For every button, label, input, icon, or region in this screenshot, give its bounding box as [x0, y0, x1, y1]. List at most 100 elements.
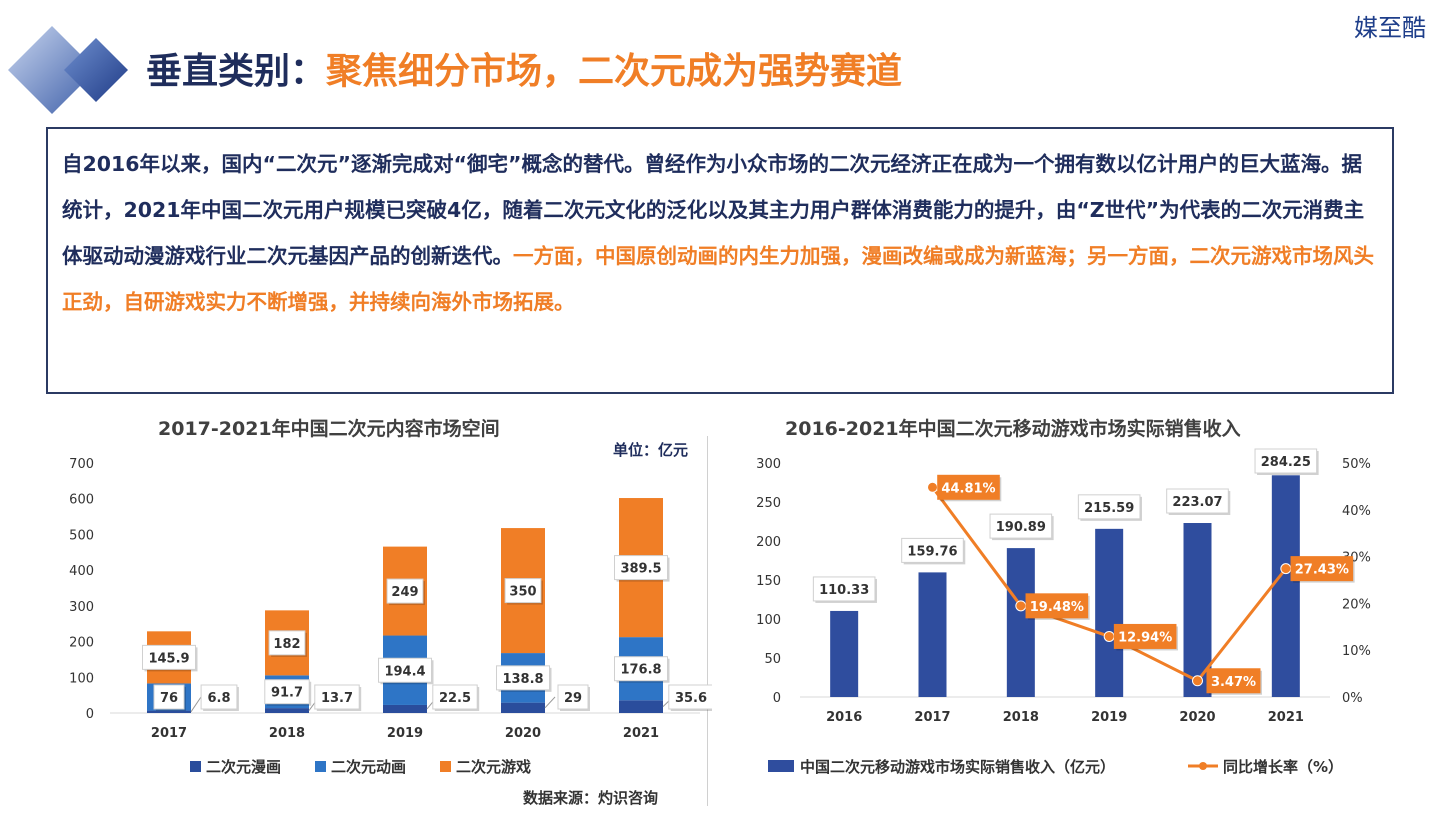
x-tick-label: 2020 [505, 726, 541, 741]
data-label-box [314, 684, 360, 710]
growth-label: 27.43% [1295, 563, 1349, 578]
bar-value-label-box [901, 537, 964, 563]
bar [1006, 548, 1035, 697]
data-label-box [153, 684, 185, 710]
data-label-box [200, 684, 238, 710]
y-tick-label: 100 [69, 671, 94, 686]
data-label: 22.5 [439, 691, 471, 706]
bar-value-label: 110.33 [819, 583, 869, 598]
y-tick-label: 100 [756, 613, 781, 628]
legend-swatch-dot [1199, 762, 1207, 770]
data-label-box [432, 684, 478, 710]
x-tick-label: 2019 [1091, 710, 1127, 725]
data-label-box [668, 684, 712, 710]
y-tick-label: 250 [756, 496, 781, 511]
title-prefix: 垂直类别： [146, 51, 327, 92]
intro-text-accent: 一方面，中国原创动画的内生力加强，漫画改编或成为新蓝海；另一方面，二次元游戏市场… [62, 244, 1374, 314]
y2-tick-label: 20% [1342, 597, 1371, 612]
data-label-box [504, 578, 542, 604]
y-tick-label: 300 [69, 600, 94, 615]
x-tick-label: 2017 [914, 710, 950, 725]
page-title: 垂直类别：聚焦细分市场，二次元成为强势赛道 [146, 42, 902, 94]
x-tick-label: 2020 [1179, 710, 1215, 725]
data-label-box [557, 684, 589, 710]
y-tick-label: 150 [756, 574, 781, 589]
bar-value-label: 190.89 [996, 520, 1046, 535]
bar-value-label-box [812, 576, 876, 602]
bar-value-label: 284.25 [1261, 455, 1311, 470]
intro-paragraph: 自2016年以来，国内“二次元”逐渐完成对“御宅”概念的替代。曾经作为小众市场的… [62, 141, 1378, 325]
y2-tick-label: 50% [1342, 457, 1371, 472]
x-tick-label: 2021 [623, 726, 659, 741]
growth-label-box [1290, 556, 1354, 582]
unit-label: 单位：亿元 [613, 441, 688, 459]
data-label: 194.4 [384, 664, 425, 679]
bar-value-label-box [1166, 488, 1229, 514]
y2-tick-label: 40% [1342, 504, 1371, 519]
legend-swatch [440, 761, 451, 772]
legend-label: 二次元游戏 [456, 758, 531, 776]
right-chart: 0501001502002503000%10%20%30%40%50%20161… [756, 448, 1371, 776]
right-chart-title: 2016-2021年中国二次元移动游戏市场实际销售收入 [785, 418, 1241, 440]
data-label: 6.8 [207, 691, 230, 706]
data-label: 176.8 [620, 663, 661, 678]
growth-label-box [1113, 623, 1177, 649]
bar [1095, 528, 1124, 697]
intro-box: 自2016年以来，国内“二次元”逐渐完成对“御宅”概念的替代。曾经作为小众市场的… [46, 127, 1394, 394]
legend-swatch-bar [768, 760, 794, 772]
y-tick-label: 500 [69, 528, 94, 543]
bar-segment [501, 702, 545, 713]
brand-logo-text: 媒至酷 [1354, 14, 1426, 42]
data-label-box [496, 665, 550, 691]
data-label: 145.9 [148, 651, 189, 666]
legend-swatch [190, 761, 201, 772]
bar-segment [147, 710, 191, 713]
bar-segment [265, 708, 309, 713]
y2-tick-label: 10% [1342, 644, 1371, 659]
growth-label: 19.48% [1030, 600, 1084, 615]
data-label-box [614, 555, 668, 581]
growth-point [1015, 600, 1027, 612]
data-label: 138.8 [502, 672, 543, 687]
growth-point [1192, 675, 1203, 687]
growth-label-box [1206, 668, 1261, 694]
legend-label-line: 同比增长率（%） [1223, 758, 1343, 776]
legend-label: 二次元动画 [331, 758, 406, 776]
leader-line [190, 696, 202, 713]
data-label-box [386, 578, 424, 604]
y-tick-label: 50 [764, 652, 781, 667]
x-tick-label: 2021 [1268, 710, 1304, 725]
growth-label: 12.94% [1118, 630, 1172, 645]
y2-tick-label: 0% [1342, 691, 1363, 706]
title-main-text: 聚焦细分市场，二次元成为强势赛道 [326, 51, 903, 92]
y-tick-label: 200 [69, 636, 94, 651]
y-tick-label: 400 [69, 564, 94, 579]
data-label: 35.6 [675, 691, 707, 706]
intro-text-dark: 自2016年以来，国内“二次元”逐渐完成对“御宅”概念的替代。曾经作为小众市场的… [62, 152, 1365, 268]
legend-swatch [315, 761, 326, 772]
y-tick-label: 700 [69, 457, 94, 472]
growth-point [1103, 630, 1115, 642]
data-label-box [264, 679, 310, 705]
data-label-box [614, 656, 668, 682]
source-label: 数据来源：灼识咨询 [523, 789, 658, 807]
x-tick-label: 2019 [387, 726, 423, 741]
x-tick-label: 2018 [1003, 710, 1039, 725]
growth-label: 3.47% [1211, 675, 1256, 690]
growth-point [927, 481, 938, 493]
x-tick-label: 2018 [269, 726, 305, 741]
data-label-box [268, 630, 306, 656]
data-label-box [378, 657, 432, 683]
y-tick-label: 200 [756, 535, 781, 550]
y-tick-label: 600 [69, 493, 94, 508]
bar-value-label: 159.76 [907, 544, 957, 559]
legend-label: 二次元漫画 [206, 758, 281, 776]
data-label: 76 [160, 691, 178, 706]
data-label: 249 [391, 585, 418, 600]
data-label-box [142, 644, 196, 670]
logo-diamonds-icon [8, 26, 128, 114]
x-tick-label: 2016 [826, 710, 862, 725]
bar-segment [619, 700, 663, 713]
bar [1271, 475, 1300, 697]
bar-value-label-box [1077, 494, 1141, 520]
